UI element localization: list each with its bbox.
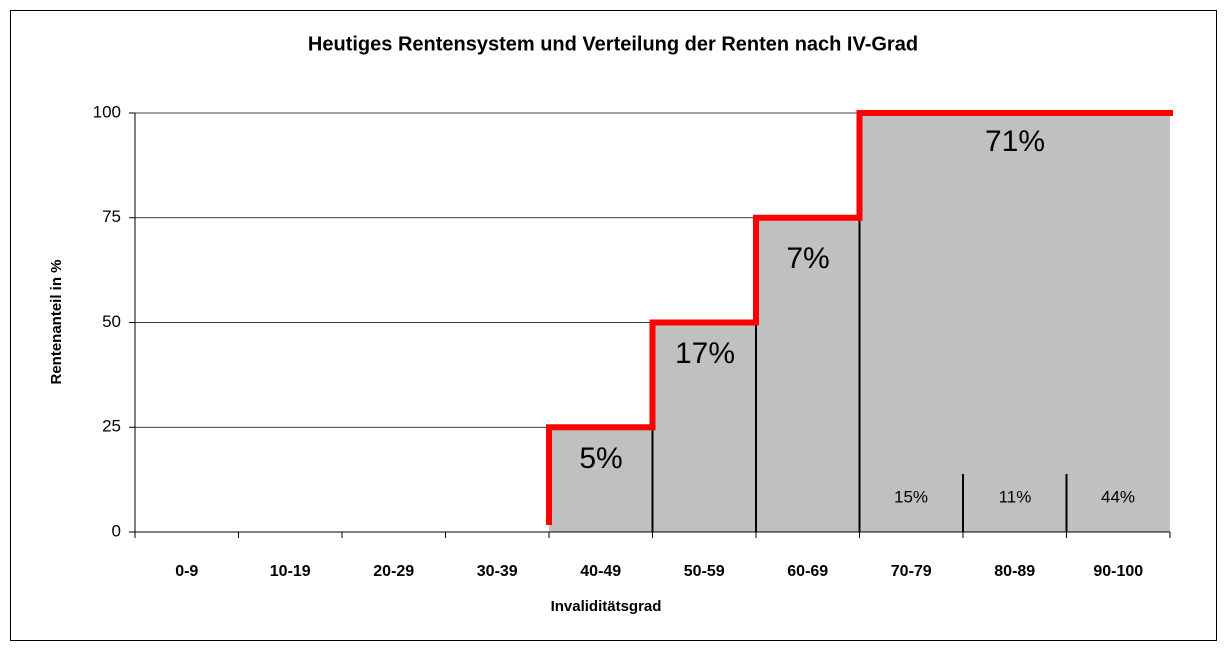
annotation: 44%	[1101, 487, 1135, 506]
y-tick-label: 100	[93, 102, 121, 121]
annotation: 7%	[786, 242, 829, 275]
x-tick-label: 70-79	[891, 563, 932, 580]
y-tick-label: 25	[102, 417, 121, 436]
x-tick-label: 20-29	[373, 563, 414, 580]
x-tick-label: 60-69	[787, 563, 828, 580]
bar	[963, 113, 1067, 532]
x-axis-label: Invaliditätsgrad	[551, 598, 662, 615]
x-tick-label: 90-100	[1093, 563, 1143, 580]
x-tick-label: 80-89	[994, 563, 1035, 580]
bar	[1066, 113, 1170, 532]
y-tick-label: 75	[102, 207, 121, 226]
annotation: 15%	[894, 487, 928, 506]
bar	[756, 217, 860, 532]
annotation: 11%	[999, 487, 1032, 506]
bar	[549, 427, 653, 532]
chart-title: Heutiges Rentensystem und Verteilung der…	[308, 33, 918, 55]
x-tick-label: 30-39	[477, 563, 518, 580]
x-tick-label: 40-49	[580, 563, 621, 580]
y-axis-label: Rentenanteil in %	[48, 259, 65, 384]
annotation: 71%	[985, 125, 1045, 158]
annotation: 17%	[675, 337, 735, 370]
x-tick-label: 0-9	[175, 563, 198, 580]
x-tick-label: 50-59	[684, 563, 725, 580]
bar	[652, 322, 756, 532]
bar	[859, 113, 963, 532]
y-tick-label: 0	[112, 521, 121, 540]
y-tick-label: 50	[102, 312, 121, 331]
x-tick-label: 10-19	[270, 563, 311, 580]
annotation: 5%	[579, 442, 622, 475]
